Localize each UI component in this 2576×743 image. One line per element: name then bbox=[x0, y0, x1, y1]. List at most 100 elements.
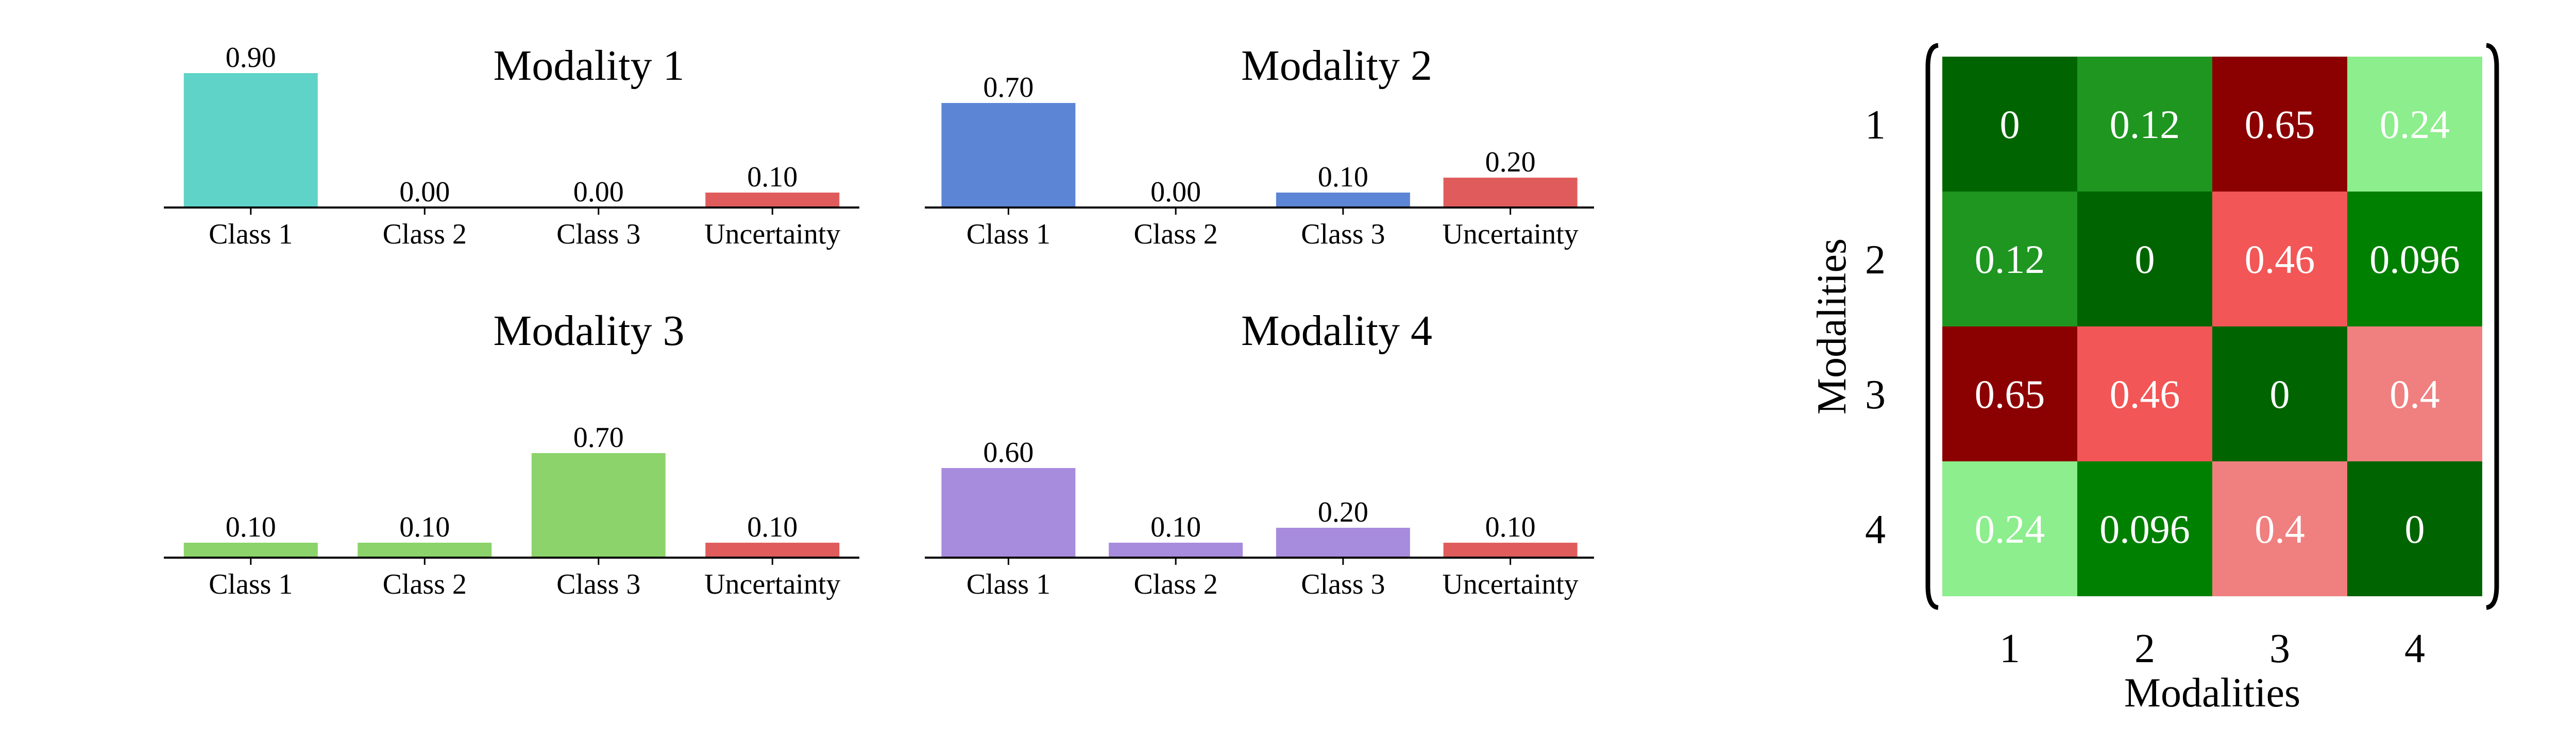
bar-value-label: 0.00 bbox=[573, 176, 624, 208]
bar bbox=[1443, 543, 1578, 558]
heatmap-x-tick: 4 bbox=[2404, 626, 2425, 671]
bar bbox=[1109, 543, 1243, 558]
x-tick-label: Class 1 bbox=[967, 568, 1050, 600]
bar-value-label: 0.10 bbox=[1150, 511, 1201, 543]
bar-panel: Modality 2 0.70 Class 1 0.00 Class 2 0.10 Clas… bbox=[925, 42, 1594, 250]
heatmap-y-tick: 4 bbox=[1865, 507, 1886, 552]
x-tick-label: Class 3 bbox=[556, 568, 640, 600]
x-tick-label: Class 2 bbox=[1133, 568, 1217, 600]
heatmap-cell bbox=[2212, 326, 2347, 461]
bar-value-label: 0.00 bbox=[1150, 176, 1201, 208]
left-matrix-bracket bbox=[1925, 43, 1939, 610]
panel-title: Modality 3 bbox=[494, 307, 685, 355]
bar-panel: Modality 1 0.90 Class 1 0.00 Class 2 0.00 Clas… bbox=[164, 42, 859, 250]
x-tick-label: Class 1 bbox=[967, 218, 1050, 250]
panel-title: Modality 4 bbox=[1241, 307, 1432, 355]
heatmap-x-axis-label: Modalities bbox=[2124, 670, 2300, 716]
heatmap-cell bbox=[2077, 57, 2212, 192]
bar-value-label: 0.10 bbox=[1318, 161, 1368, 193]
right-matrix-bracket bbox=[2486, 43, 2499, 610]
bar bbox=[1276, 193, 1410, 208]
heatmap-cell-label: 0 bbox=[2135, 237, 2155, 282]
bar-value-label: 0.10 bbox=[1485, 511, 1536, 543]
heatmap-cell-label: 0.096 bbox=[2099, 507, 2190, 551]
bar-value-label: 0.00 bbox=[399, 176, 450, 208]
bar-value-label: 0.60 bbox=[983, 437, 1033, 469]
panel-title: Modality 2 bbox=[1241, 42, 1432, 90]
bar-value-label: 0.10 bbox=[399, 511, 450, 543]
bar bbox=[358, 543, 492, 558]
x-tick-label: Uncertainty bbox=[704, 568, 840, 600]
bar bbox=[531, 453, 666, 558]
heatmap-x-tick: 2 bbox=[2134, 626, 2155, 671]
heatmap-cell-label: 0.46 bbox=[2110, 372, 2180, 417]
heatmap-cell-label: 0.24 bbox=[2380, 102, 2450, 147]
heatmap-cell-label: 0 bbox=[2000, 102, 2020, 147]
heatmap-x-tick: 3 bbox=[2269, 626, 2290, 671]
x-tick-label: Class 3 bbox=[1301, 568, 1385, 600]
bar bbox=[705, 543, 840, 558]
bar-value-label: 0.20 bbox=[1318, 496, 1368, 528]
modality-heatmap: 0 0.12 0.65 0.24 0.12 0 0.46 0.096 0.65 0.46 0 0.4 0… bbox=[1809, 43, 2499, 716]
heatmap-cell-label: 0.096 bbox=[2369, 237, 2460, 282]
heatmap-cell bbox=[2347, 57, 2482, 192]
bar bbox=[1443, 178, 1578, 208]
bar-panel: Modality 3 0.10 Class 1 0.10 Class 2 0.70 Clas… bbox=[164, 307, 859, 600]
bar-value-label: 0.10 bbox=[226, 511, 276, 543]
heatmap-cell bbox=[2212, 57, 2347, 192]
x-tick-label: Class 2 bbox=[383, 568, 467, 600]
bar bbox=[183, 73, 318, 208]
bar bbox=[941, 468, 1076, 558]
heatmap-cell bbox=[1942, 57, 2077, 192]
bar-value-label: 0.10 bbox=[747, 511, 798, 543]
heatmap-cell bbox=[2347, 461, 2482, 596]
heatmap-cell bbox=[2347, 192, 2482, 326]
panel-title: Modality 1 bbox=[494, 42, 685, 90]
heatmap-cell bbox=[2077, 192, 2212, 326]
bar-panel: Modality 4 0.60 Class 1 0.10 Class 2 0.20 Clas… bbox=[925, 307, 1594, 600]
heatmap-y-axis-label: Modalities bbox=[1809, 238, 1855, 414]
heatmap-cell-label: 0.65 bbox=[1975, 372, 2045, 417]
x-tick-label: Class 2 bbox=[383, 218, 467, 250]
x-tick-label: Uncertainty bbox=[1442, 218, 1578, 250]
x-tick-label: Class 1 bbox=[209, 218, 293, 250]
heatmap-cell-label: 0.24 bbox=[1975, 507, 2045, 551]
x-tick-label: Class 2 bbox=[1133, 218, 1217, 250]
heatmap-cell-label: 0.12 bbox=[2110, 102, 2180, 147]
bar-value-label: 0.70 bbox=[573, 422, 624, 454]
heatmap-cell-label: 0.4 bbox=[2389, 372, 2440, 417]
bar-chart-grid: Modality 1 0.90 Class 1 0.00 Class 2 0.00 Clas… bbox=[164, 42, 1594, 600]
heatmap-y-tick: 1 bbox=[1865, 102, 1886, 148]
bar-value-label: 0.10 bbox=[747, 161, 798, 193]
heatmap-x-tick: 1 bbox=[1999, 626, 2020, 671]
x-tick-label: Class 3 bbox=[556, 218, 640, 250]
bar-value-label: 0.20 bbox=[1485, 146, 1536, 178]
heatmap-cell bbox=[2077, 461, 2212, 596]
x-tick-label: Uncertainty bbox=[704, 218, 840, 250]
heatmap-cell bbox=[1942, 461, 2077, 596]
heatmap-cell bbox=[1942, 326, 2077, 461]
bar bbox=[183, 543, 318, 558]
bar bbox=[705, 193, 840, 208]
bar-value-label: 0.70 bbox=[983, 72, 1033, 103]
heatmap-cell-label: 0 bbox=[2270, 372, 2290, 417]
bar-value-label: 0.90 bbox=[226, 42, 276, 74]
x-tick-label: Uncertainty bbox=[1442, 568, 1578, 600]
x-tick-label: Class 1 bbox=[209, 568, 293, 600]
heatmap-cell bbox=[2212, 192, 2347, 326]
heatmap-cell bbox=[2347, 326, 2482, 461]
heatmap-y-tick: 3 bbox=[1865, 372, 1886, 418]
heatmap-cell bbox=[2212, 461, 2347, 596]
heatmap-cell-label: 0 bbox=[2405, 507, 2425, 551]
bar bbox=[941, 103, 1076, 208]
heatmap-y-tick: 2 bbox=[1865, 237, 1886, 283]
heatmap-cell bbox=[2077, 326, 2212, 461]
heatmap-cell-label: 0.12 bbox=[1975, 237, 2045, 282]
bar bbox=[1276, 528, 1410, 558]
x-tick-label: Class 3 bbox=[1301, 218, 1385, 250]
heatmap-cell bbox=[1942, 192, 2077, 326]
heatmap-cell-label: 0.65 bbox=[2245, 102, 2315, 147]
heatmap-cell-label: 0.46 bbox=[2245, 237, 2315, 282]
heatmap-cell-label: 0.4 bbox=[2255, 507, 2305, 551]
